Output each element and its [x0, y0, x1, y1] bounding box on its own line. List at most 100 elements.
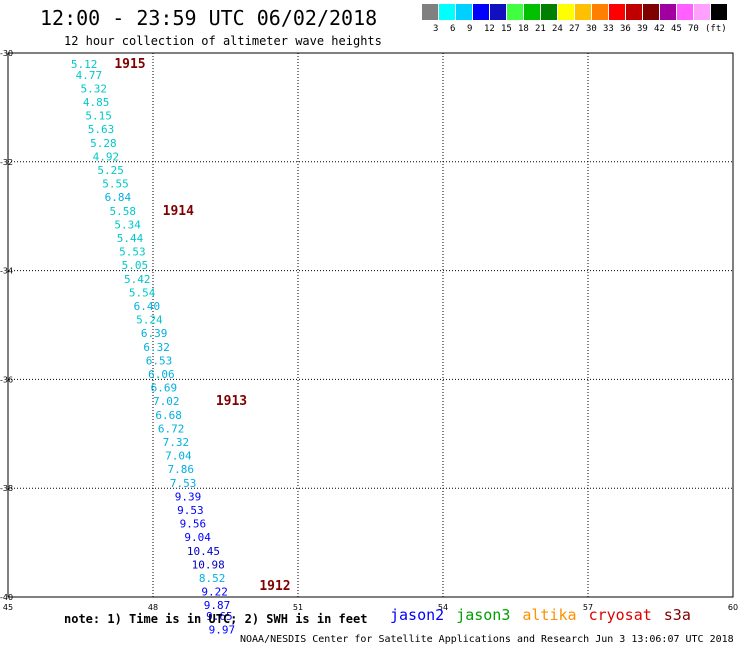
wave-height-point: 9.87: [204, 599, 231, 612]
scale-swatch: [643, 4, 659, 20]
wave-height-point: 9.65: [206, 610, 233, 623]
wave-height-point: 5.44: [117, 232, 144, 245]
wave-height-point: 5.55: [102, 178, 129, 191]
wave-height-point: 7.32: [163, 436, 190, 449]
scale-swatch: [473, 4, 489, 20]
map-frame: [7, 52, 734, 598]
legend-item-jason3: jason3: [456, 606, 511, 624]
wave-height-point: 5.05: [122, 259, 149, 272]
scale-label: (ft): [705, 24, 727, 34]
scale-swatch: [592, 4, 608, 20]
legend-item-cryosat: cryosat: [588, 606, 652, 624]
scale-label: 9: [467, 24, 473, 34]
scale-swatch: [711, 4, 727, 20]
scale-swatch: [558, 4, 574, 20]
wave-height-point: 7.04: [165, 450, 192, 463]
lat-tick-label: -30: [0, 49, 13, 58]
track-time-label: 1912: [259, 579, 290, 594]
scale-label: 33: [603, 24, 614, 34]
lon-tick-label: 60: [728, 603, 738, 612]
scale-label: 21: [535, 24, 546, 34]
scale-label: 12: [484, 24, 495, 34]
track-time-label: 1914: [163, 204, 194, 219]
page-title: 12:00 - 23:59 UTC 06/02/2018: [40, 6, 378, 30]
wave-height-point: 5.42: [124, 273, 151, 286]
scale-swatch: [490, 4, 506, 20]
legend-item-altika: altika: [522, 606, 577, 624]
wave-height-point: 5.53: [119, 246, 145, 259]
scale-label: 30: [586, 24, 597, 34]
wave-height-point: 5.28: [90, 137, 117, 150]
scale-label: 42: [654, 24, 665, 34]
note-text: note: 1) Time is in UTC; 2) SWH is in fe…: [64, 612, 368, 626]
wave-height-point: 6.32: [143, 341, 170, 354]
legend-item-s3a: s3a: [663, 606, 691, 624]
lon-tick-label: 45: [3, 603, 13, 612]
lat-tick-label: -34: [0, 267, 13, 276]
wave-height-point: 10.98: [192, 558, 225, 571]
wave-height-point: 8.52: [199, 572, 226, 585]
page-subtitle: 12 hour collection of altimeter wave hei…: [64, 34, 382, 48]
wave-height-point: 4.85: [83, 96, 110, 109]
scale-swatch: [439, 4, 455, 20]
scale-swatch: [456, 4, 472, 20]
wave-height-point: 5.25: [97, 164, 124, 177]
wave-height-point: 6.68: [155, 409, 182, 422]
lon-tick-label: 48: [148, 603, 158, 612]
wave-height-point: 10.45: [187, 545, 220, 558]
wave-height-point: 9.56: [180, 518, 207, 531]
scale-swatch: [660, 4, 676, 20]
wave-height-point: 6.06: [148, 368, 175, 381]
wave-height-point: 6.53: [146, 354, 173, 367]
wave-height-point: 6.84: [105, 191, 132, 204]
scale-swatch: [541, 4, 557, 20]
scale-label: 70: [688, 24, 699, 34]
scale-swatch: [422, 4, 438, 20]
scale-swatch: [609, 4, 625, 20]
scale-label: 15: [501, 24, 512, 34]
lon-tick-label: 57: [583, 603, 593, 612]
wave-height-point: 4.92: [93, 150, 120, 163]
wave-height-point: 5.15: [85, 110, 112, 123]
scale-swatch: [626, 4, 642, 20]
wave-height-point: 9.97: [209, 624, 236, 637]
scale-swatch: [694, 4, 710, 20]
wave-height-point: 5.63: [88, 123, 115, 136]
scale-swatch: [677, 4, 693, 20]
scale-swatch: [575, 4, 591, 20]
wave-height-point: 5.32: [81, 82, 108, 95]
scale-label: 6: [450, 24, 456, 34]
wave-height-point: 5.34: [114, 218, 141, 231]
wave-height-point: 5.24: [136, 314, 163, 327]
wave-height-point: 6.40: [134, 300, 161, 313]
wave-height-point: 9.22: [201, 586, 228, 599]
track-time-label: 1915: [114, 57, 145, 72]
scale-label: 27: [569, 24, 580, 34]
wave-height-point: 6.72: [158, 422, 185, 435]
satellite-legend: jason2 jason3 altika cryosat s3a: [390, 606, 703, 624]
wave-height-point: 5.58: [110, 205, 137, 218]
scale-label: 3: [433, 24, 439, 34]
wave-height-point: 7.53: [170, 477, 197, 490]
scale-label: 18: [518, 24, 529, 34]
scale-label: 36: [620, 24, 631, 34]
wave-height-point: 7.86: [168, 463, 195, 476]
lat-tick-label: -40: [0, 593, 13, 602]
scale-swatch: [524, 4, 540, 20]
wave-height-point: 6.39: [141, 327, 168, 340]
wave-height-point: 9.53: [177, 504, 204, 517]
footer-credit: NOAA/NESDIS Center for Satellite Applica…: [240, 634, 734, 645]
scale-label: 39: [637, 24, 648, 34]
wave-height-point: 7.02: [153, 395, 180, 408]
wave-height-point: 4.77: [76, 69, 103, 82]
lat-tick-label: -32: [0, 158, 13, 167]
wave-height-point: 5.54: [129, 286, 156, 299]
scale-swatch: [507, 4, 523, 20]
wave-height-point: 6.69: [151, 382, 178, 395]
wave-height-point: 9.39: [175, 490, 202, 503]
track-time-label: 1913: [216, 394, 247, 409]
legend-item-jason2: jason2: [390, 606, 445, 624]
wave-height-point: 9.04: [184, 531, 211, 544]
scale-label: 45: [671, 24, 682, 34]
